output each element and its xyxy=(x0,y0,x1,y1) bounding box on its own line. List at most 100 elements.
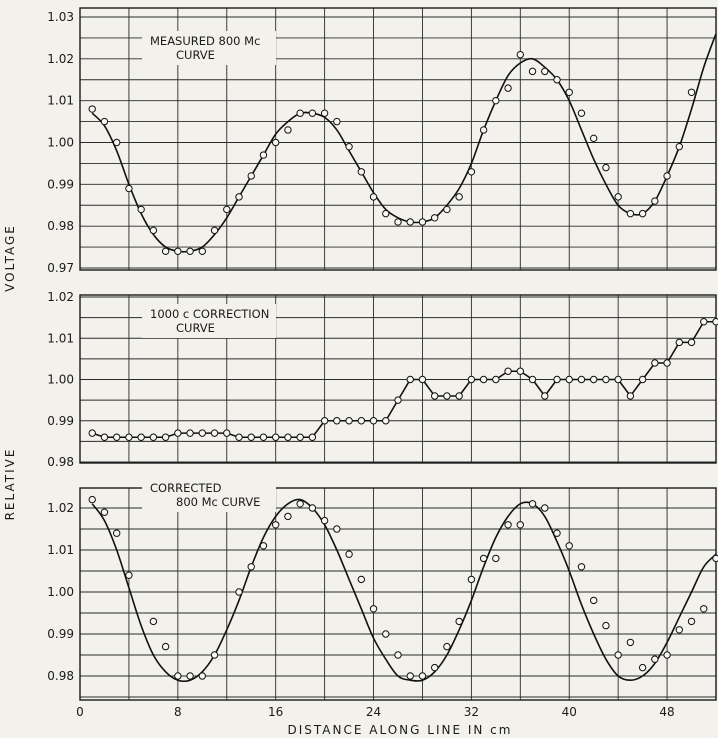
data-point xyxy=(626,638,635,647)
data-point xyxy=(541,392,549,400)
y-tick-label: 1.00 xyxy=(47,585,74,599)
data-point xyxy=(320,109,329,117)
data-point xyxy=(345,550,353,558)
x-tick-label: 40 xyxy=(562,705,577,719)
panel-frame xyxy=(79,294,717,464)
data-point xyxy=(479,554,488,563)
data-point xyxy=(308,504,317,512)
data-point xyxy=(663,359,671,367)
data-point xyxy=(430,392,439,400)
data-point xyxy=(675,626,684,634)
data-point xyxy=(198,247,207,255)
y-tick-label: 1.02 xyxy=(47,501,74,515)
panel-annotation-line: CURVE xyxy=(176,48,215,62)
data-point xyxy=(284,126,292,134)
panel-annotation-line: CORRECTED xyxy=(150,481,222,495)
data-point xyxy=(271,433,280,441)
data-point xyxy=(308,109,317,117)
x-tick-label: 16 xyxy=(268,705,283,719)
data-point xyxy=(149,226,158,235)
data-point xyxy=(320,516,329,525)
data-point xyxy=(589,596,598,605)
y-tick-label: 1.02 xyxy=(47,290,74,304)
data-point xyxy=(161,247,170,255)
data-point xyxy=(296,109,304,117)
data-point xyxy=(504,84,512,92)
panel-annotation-line: MEASURED 800 Mc xyxy=(150,34,260,48)
correction-line xyxy=(91,320,716,439)
y-tick-label: 1.01 xyxy=(47,331,74,345)
data-point xyxy=(443,205,451,214)
data-point xyxy=(700,605,708,613)
panel-annotation-line: 800 Mc CURVE xyxy=(176,495,260,509)
data-point xyxy=(357,168,366,176)
y-tick-label: 0.97 xyxy=(47,261,74,275)
data-point xyxy=(137,433,145,441)
data-point xyxy=(296,433,304,441)
data-point xyxy=(88,105,96,113)
data-point xyxy=(406,375,414,384)
data-point xyxy=(467,168,476,176)
y-axis-label-voltage: VOLTAGE xyxy=(3,224,17,292)
data-point xyxy=(577,375,586,384)
data-point xyxy=(369,605,378,613)
x-tick-label: 8 xyxy=(174,705,182,719)
data-point xyxy=(430,214,439,222)
data-point xyxy=(406,218,414,226)
data-point xyxy=(479,375,488,384)
data-point xyxy=(467,375,476,384)
data-point xyxy=(553,375,561,384)
y-tick-label: 0.99 xyxy=(47,627,74,641)
data-point xyxy=(149,617,158,626)
data-point xyxy=(296,500,304,508)
data-point xyxy=(88,429,96,437)
y-tick-label: 0.98 xyxy=(47,455,74,469)
data-point xyxy=(455,392,463,400)
data-point xyxy=(455,617,463,626)
data-point xyxy=(284,433,292,441)
data-point xyxy=(687,338,696,347)
data-point xyxy=(614,375,622,384)
data-point xyxy=(602,375,610,384)
data-point xyxy=(626,392,635,400)
data-point xyxy=(577,563,586,571)
data-point xyxy=(333,525,341,533)
data-point xyxy=(369,417,378,425)
data-point xyxy=(149,433,158,441)
data-point xyxy=(675,338,684,347)
data-point xyxy=(223,205,231,214)
data-point xyxy=(479,126,488,134)
data-point xyxy=(210,226,219,235)
data-point xyxy=(553,529,561,537)
data-point xyxy=(382,209,390,218)
data-point xyxy=(504,367,512,375)
y-tick-label: 1.03 xyxy=(47,10,74,24)
data-point xyxy=(492,96,500,105)
data-point xyxy=(333,117,341,126)
data-point xyxy=(345,417,353,425)
data-point xyxy=(614,651,622,659)
data-point xyxy=(528,67,537,76)
data-point xyxy=(137,205,145,214)
data-point xyxy=(210,429,219,437)
data-point xyxy=(602,163,610,172)
data-point xyxy=(638,663,647,672)
data-point xyxy=(651,655,659,663)
data-point xyxy=(369,193,378,201)
data-point xyxy=(589,134,598,143)
y-tick-label: 1.01 xyxy=(47,543,74,557)
data-point xyxy=(614,193,622,201)
data-point xyxy=(663,172,671,180)
data-point xyxy=(394,651,402,659)
y-tick-label: 1.00 xyxy=(47,373,74,387)
data-point xyxy=(112,138,121,147)
data-point xyxy=(700,318,708,326)
data-point xyxy=(125,184,133,193)
data-point xyxy=(88,495,96,504)
data-point xyxy=(174,247,182,255)
data-point xyxy=(712,318,718,326)
data-point xyxy=(565,88,573,97)
data-point xyxy=(651,359,659,367)
data-point xyxy=(394,396,402,404)
